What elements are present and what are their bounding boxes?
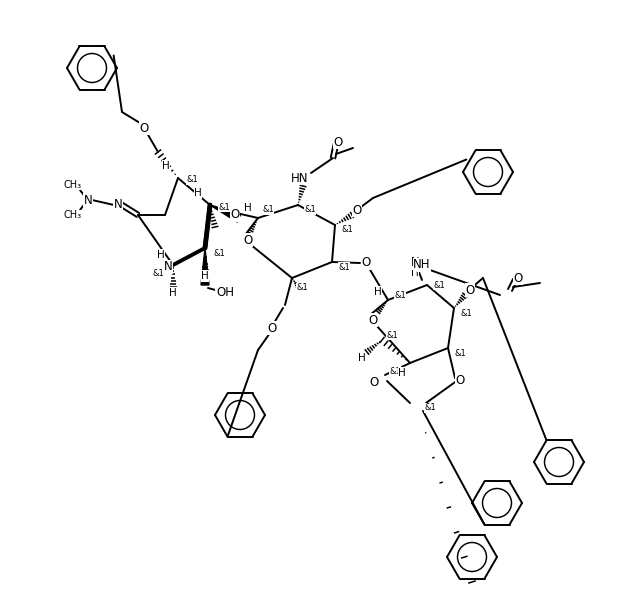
- Text: O: O: [243, 234, 252, 247]
- Polygon shape: [201, 248, 209, 285]
- Text: H: H: [157, 250, 165, 260]
- Text: &1: &1: [341, 225, 353, 234]
- Text: H: H: [374, 287, 382, 297]
- Text: &1: &1: [386, 331, 398, 340]
- Text: O: O: [362, 256, 371, 270]
- Text: H: H: [169, 288, 177, 298]
- Text: O: O: [513, 271, 523, 285]
- Text: CH₃: CH₃: [64, 180, 82, 190]
- Text: &1: &1: [213, 249, 225, 258]
- Text: N: N: [84, 193, 93, 207]
- Text: &1: &1: [394, 291, 406, 300]
- Text: &1: &1: [262, 205, 274, 214]
- Text: &1: &1: [424, 404, 436, 413]
- Text: &1: &1: [433, 280, 445, 289]
- Text: CH₃: CH₃: [64, 210, 82, 220]
- Text: N: N: [411, 256, 420, 270]
- Text: O: O: [370, 377, 379, 389]
- Text: H: H: [358, 353, 366, 363]
- Text: N: N: [164, 261, 172, 274]
- Text: N: N: [114, 198, 122, 211]
- Text: H: H: [201, 271, 209, 281]
- Text: &1: &1: [389, 367, 401, 376]
- Text: &1: &1: [460, 308, 472, 317]
- Text: O: O: [465, 283, 474, 297]
- Text: &1: &1: [338, 262, 350, 271]
- Text: H: H: [244, 203, 252, 213]
- Text: &1: &1: [304, 205, 316, 214]
- Text: O: O: [352, 204, 362, 216]
- Text: &1: &1: [218, 202, 230, 211]
- Text: H: H: [162, 161, 170, 171]
- Text: &1: &1: [296, 283, 308, 292]
- Text: &1: &1: [186, 176, 198, 184]
- Text: NH: NH: [413, 259, 431, 271]
- Text: O: O: [139, 122, 149, 135]
- Text: O: O: [267, 322, 276, 334]
- Text: H: H: [194, 188, 202, 198]
- Text: H: H: [411, 268, 419, 278]
- Polygon shape: [210, 205, 241, 222]
- Text: &1: &1: [152, 268, 164, 277]
- Text: HN: HN: [291, 171, 308, 184]
- Text: O: O: [455, 374, 465, 386]
- Text: &1: &1: [454, 349, 466, 358]
- Text: O: O: [230, 208, 239, 222]
- Text: H: H: [398, 368, 406, 378]
- Text: O: O: [368, 313, 378, 326]
- Text: O: O: [333, 135, 342, 149]
- Text: OH: OH: [216, 286, 234, 300]
